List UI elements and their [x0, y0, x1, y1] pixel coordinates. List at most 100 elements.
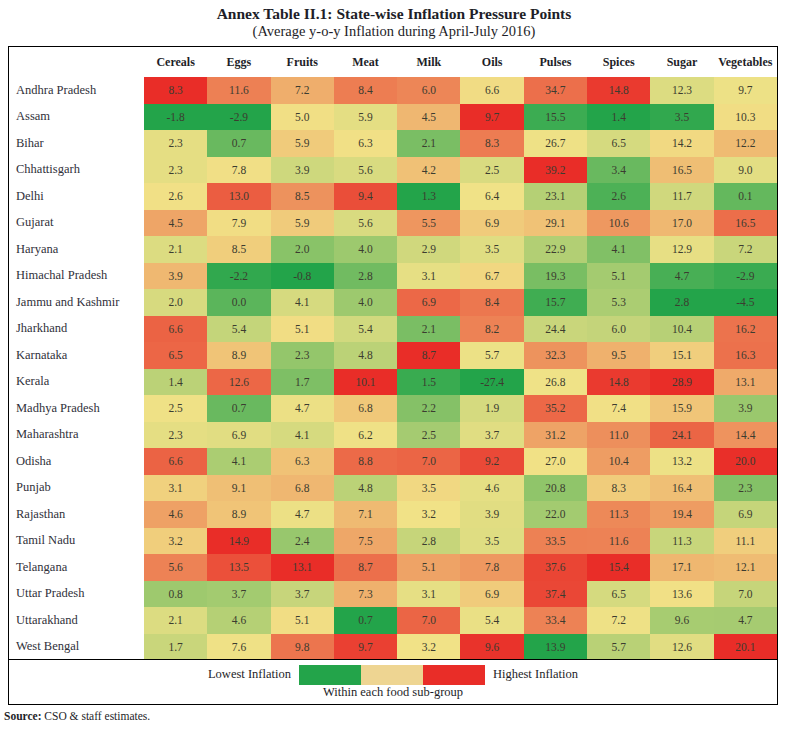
table-row: Haryana2.18.52.04.02.93.522.94.112.97.2 [9, 236, 777, 263]
heatmap-cell: 7.9 [207, 210, 270, 237]
heatmap-cell: 9.8 [271, 634, 334, 661]
heatmap-cell: 4.1 [207, 448, 270, 475]
heatmap-cell: 15.5 [524, 104, 587, 131]
heatmap-cell: 3.2 [397, 634, 460, 661]
row-label: Haryana [9, 236, 144, 263]
heatmap-cell: 6.7 [460, 263, 523, 290]
heatmap-cell: 5.1 [271, 316, 334, 343]
heatmap-cell: 2.3 [144, 157, 207, 184]
heatmap-cell: 9.7 [334, 634, 397, 661]
table-row: Himachal Pradesh3.9-2.2-0.82.83.16.719.3… [9, 263, 777, 290]
heatmap-cell: 0.0 [207, 289, 270, 316]
heatmap-cell: 5.3 [587, 289, 650, 316]
heatmap-cell: 13.2 [650, 448, 713, 475]
heatmap-cell: 12.9 [650, 236, 713, 263]
legend-caption: Within each food sub-group [323, 685, 463, 700]
heatmap-cell: 6.9 [460, 581, 523, 608]
heatmap-cell: 5.4 [207, 316, 270, 343]
heatmap-cell: 39.2 [524, 157, 587, 184]
heatmap-cell: 8.5 [271, 183, 334, 210]
heatmap-cell: 14.8 [587, 77, 650, 104]
heatmap-cell: 2.3 [144, 422, 207, 449]
heatmap-cell: 11.1 [714, 528, 777, 555]
legend-yellow-swatch [361, 665, 423, 685]
heatmap-cell: 6.6 [144, 316, 207, 343]
heatmap-cell: -2.9 [714, 263, 777, 290]
table-row: Andhra Pradesh8.311.67.28.46.06.634.714.… [9, 77, 777, 104]
table-row: Tamil Nadu3.214.92.47.52.83.533.511.611.… [9, 528, 777, 555]
row-label: Punjab [9, 475, 144, 502]
heatmap-cell: 13.1 [271, 554, 334, 581]
heatmap-cell: 5.7 [460, 342, 523, 369]
heatmap-cell: 2.8 [334, 263, 397, 290]
heatmap-cell: 4.6 [460, 475, 523, 502]
table-row: Assam-1.8-2.95.05.94.59.715.51.43.510.3 [9, 104, 777, 131]
heatmap-cell: 9.1 [207, 475, 270, 502]
column-header: Meat [334, 47, 397, 77]
heatmap-cell: 3.2 [397, 501, 460, 528]
heatmap-cell: 15.4 [587, 554, 650, 581]
legend-lowest-label: Lowest Inflation [208, 667, 291, 682]
heatmap-cell: 6.3 [271, 448, 334, 475]
heatmap-cell: 4.1 [587, 236, 650, 263]
heatmap-cell: 4.5 [144, 210, 207, 237]
heatmap-cell: 24.1 [650, 422, 713, 449]
heatmap-cell: 6.3 [334, 130, 397, 157]
heatmap-cell: 0.1 [714, 183, 777, 210]
table-row: Telangana5.613.513.18.75.17.837.615.417.… [9, 554, 777, 581]
table-row: Bihar2.30.75.96.32.18.326.76.514.212.2 [9, 130, 777, 157]
table-row: Maharashtra2.36.94.16.22.53.731.211.024.… [9, 422, 777, 449]
column-header: Eggs [207, 47, 270, 77]
heatmap-cell: 5.6 [334, 157, 397, 184]
heatmap-cell: 6.0 [587, 316, 650, 343]
heatmap-cell: 4.1 [271, 422, 334, 449]
heatmap-cell: 24.4 [524, 316, 587, 343]
table-row: Delhi2.613.08.59.41.36.423.12.611.70.1 [9, 183, 777, 210]
row-label: Chhattisgarh [9, 157, 144, 184]
heatmap-cell: 14.2 [650, 130, 713, 157]
row-label: Jharkhand [9, 316, 144, 343]
table-row: West Bengal1.77.69.89.73.29.613.95.712.6… [9, 634, 777, 661]
heatmap-cell: 32.3 [524, 342, 587, 369]
heatmap-cell: 13.5 [207, 554, 270, 581]
heatmap-cell: 11.6 [207, 77, 270, 104]
heatmap-cell: 3.7 [207, 581, 270, 608]
heatmap-cell: 3.1 [397, 581, 460, 608]
heatmap-cell: 7.5 [334, 528, 397, 555]
heatmap-cell: 2.9 [397, 236, 460, 263]
column-header: Oils [460, 47, 523, 77]
page-title: Annex Table II.1: State-wise Inflation P… [0, 0, 788, 23]
heatmap-cell: 3.1 [397, 263, 460, 290]
heatmap-cell: 17.0 [650, 210, 713, 237]
heatmap-cell: 1.3 [397, 183, 460, 210]
heatmap-cell: 16.4 [650, 475, 713, 502]
column-header: Milk [397, 47, 460, 77]
legend-row: Lowest Inflation Highest Inflation [208, 665, 578, 685]
header-row: CerealsEggsFruitsMeatMilkOilsPulsesSpice… [9, 47, 777, 77]
heatmap-cell: 7.6 [207, 634, 270, 661]
heatmap-cell: 7.0 [397, 607, 460, 634]
row-label: West Bengal [9, 634, 144, 661]
column-header: Cereals [144, 47, 207, 77]
heatmap-cell: 3.7 [460, 422, 523, 449]
heatmap-cell: 3.9 [460, 501, 523, 528]
heatmap-cell: 3.5 [460, 528, 523, 555]
heatmap-cell: 8.3 [144, 77, 207, 104]
heatmap-cell: 33.5 [524, 528, 587, 555]
heatmap-cell: 16.5 [650, 157, 713, 184]
heatmap-cell: 5.9 [271, 130, 334, 157]
corner-cell [9, 47, 144, 77]
row-label: Himachal Pradesh [9, 263, 144, 290]
heatmap-cell: 5.0 [271, 104, 334, 131]
table-row: Punjab3.19.16.84.83.54.620.88.316.42.3 [9, 475, 777, 502]
source-line: Source: CSO & staff estimates. [4, 710, 150, 722]
column-header: Sugar [650, 47, 713, 77]
heatmap-cell: 1.4 [587, 104, 650, 131]
heatmap-cell: 9.4 [334, 183, 397, 210]
heatmap-cell: 7.0 [714, 581, 777, 608]
heatmap-cell: 7.8 [460, 554, 523, 581]
heatmap-cell: 2.6 [587, 183, 650, 210]
heatmap-cell: 2.0 [271, 236, 334, 263]
heatmap-cell: 6.9 [397, 289, 460, 316]
row-label: Odisha [9, 448, 144, 475]
